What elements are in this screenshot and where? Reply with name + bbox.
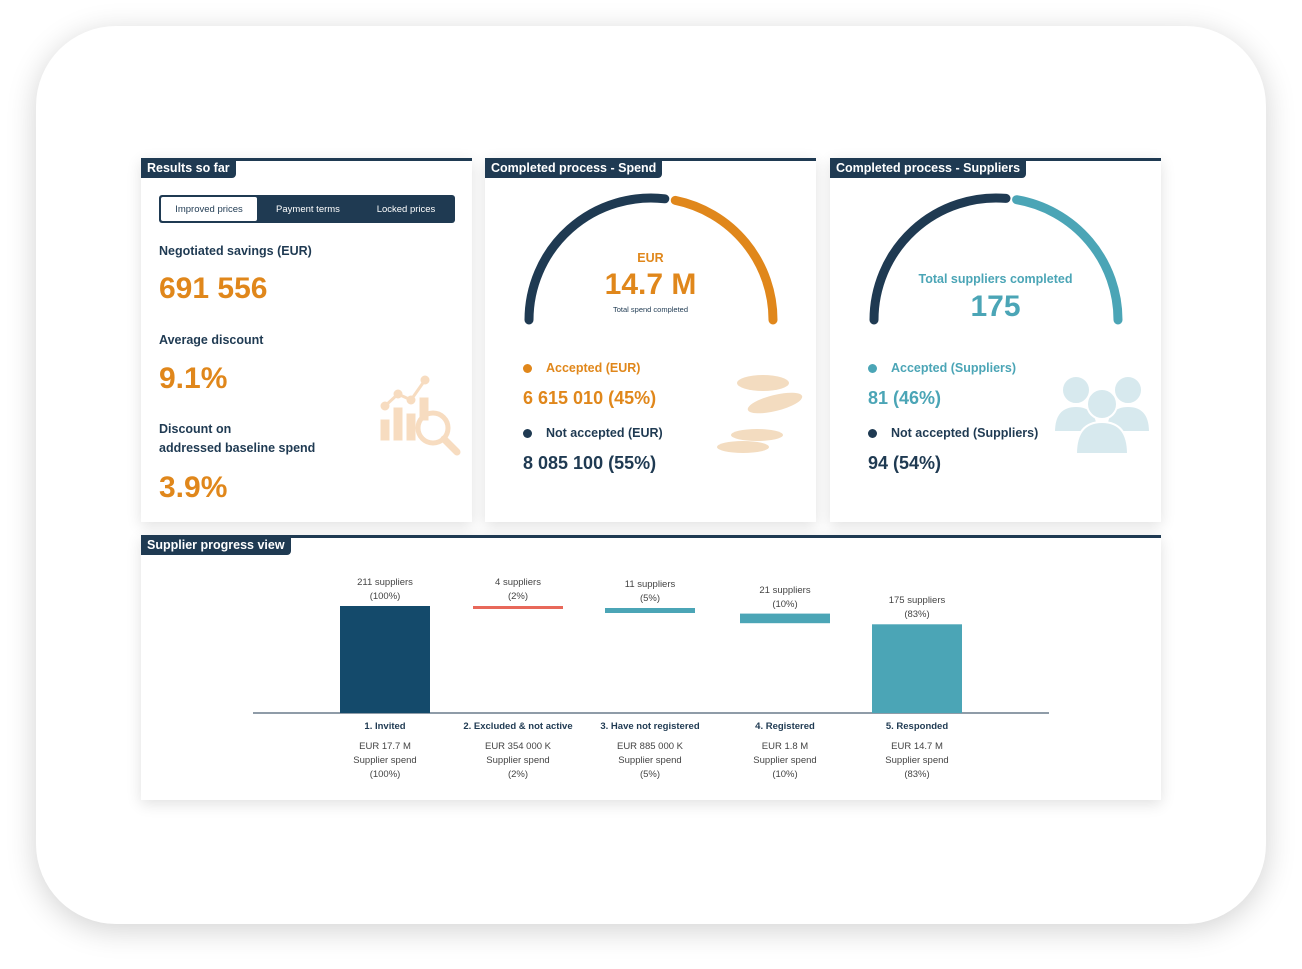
supplier-percent: (10%) [772,598,798,610]
supplier-count: 21 suppliers [759,584,811,596]
spend-unit: EUR [637,251,664,265]
savings-value: 691 556 [159,272,268,305]
spend-label-line: EUR 885 000 K [616,741,683,752]
results-tab-label: Results so far [141,158,236,178]
progress-bar-2 [473,606,563,609]
results-segmented-control: Improved prices Payment terms Locked pri… [159,195,455,223]
suppliers-not-accepted-label: Not accepted (Suppliers) [891,426,1039,440]
suppliers-tab-label: Completed process - Suppliers [830,158,1027,178]
spend-gauge-not-accepted-arc [524,193,670,325]
spend-label-line: Supplier spend [618,755,682,766]
spend-label-line: (83%) [904,769,930,780]
spend-label-line: Supplier spend [353,755,417,766]
progress-tab-label: Supplier progress view [141,535,291,555]
progress-bar-4 [740,613,830,624]
category-label: 1. Invited [364,721,406,732]
supplier-percent: (100%) [369,591,401,602]
spend-not-accepted-value: 8 085 100 (55%) [523,453,657,473]
accepted-dot-icon [868,364,877,374]
progress-card: Supplier progress view 211 suppliers (100… [141,535,1161,800]
spend-card: Completed process - Spend EUR 14.7 M Tot… [485,158,816,522]
spend-label-line: EUR 1.8 M [761,741,809,752]
spend-label-line: (5%) [639,769,661,780]
not-accepted-dot-icon [868,429,877,439]
supplier-count: 11 suppliers [624,579,676,591]
spend-gauge-accepted-arc [670,195,778,325]
suppliers-not-accepted-value: 94 (54%) [868,453,942,473]
spend-accepted-legend: Accepted (EUR) [523,361,640,375]
spend-label: EUR 1.8 M Supplier spend (10%) [725,740,845,782]
savings-label: Negotiated savings (EUR) [159,244,312,258]
baseline-label-line1: Discount on [159,422,232,436]
spend-label: EUR 14.7 M Supplier spend (83%) [857,740,977,782]
segment-locked-prices[interactable]: Locked prices [376,203,436,215]
spend-label-line: Supplier spend [885,755,949,766]
spend-accepted-value: 6 615 010 (45%) [523,388,657,408]
spend-tab-label: Completed process - Spend [485,158,663,178]
suppliers-accepted-value: 81 (46%) [868,388,942,408]
category-label: 2. Excluded & not active [463,721,573,732]
category-label: 3. Have not registered [600,721,700,732]
spend-label-line: (2%) [507,769,529,780]
spend-label: EUR 17.7 M Supplier spend (100%) [325,740,445,782]
supplier-percent: (5%) [639,593,661,605]
progress-chart [253,606,1049,714]
spend-label-line: EUR 354 000 K [484,741,551,752]
suppliers-accepted-legend: Accepted (Suppliers) [868,361,1016,375]
supplier-count: 175 suppliers [888,595,946,607]
progress-bar-1 [340,606,430,713]
discount-label: Average discount [159,333,264,347]
suppliers-accepted-label: Accepted (Suppliers) [891,361,1017,375]
bar-count-label: 11 suppliers (5%) [590,578,710,606]
category-label: 4. Registered [755,721,815,732]
suppliers-gauge [869,193,1123,325]
not-accepted-dot-icon [523,429,532,439]
baseline-label-line2: addressed baseline spend [159,441,316,455]
spend-label-line: (100%) [369,769,401,780]
suppliers-total: 175 [970,290,1021,323]
analytics-search-icon [380,375,461,456]
spend-not-accepted-legend: Not accepted (EUR) [523,426,663,440]
suppliers-gauge-not-accepted-arc [869,193,1011,325]
supplier-count: 211 suppliers [357,577,413,588]
spend-gauge [524,193,778,325]
bar-count-label: 4 suppliers (2%) [458,576,578,604]
suppliers-caption: Total suppliers completed [918,272,1073,286]
category-label: 5. Responded [885,721,949,732]
accepted-dot-icon [523,364,532,374]
spend-label-line: (10%) [772,769,798,780]
segment-improved-prices[interactable]: Improved prices [161,197,257,221]
supplier-percent: (2%) [507,591,529,602]
spend-label: EUR 885 000 K Supplier spend (5%) [590,740,710,782]
baseline-value: 3.9% [159,471,228,504]
progress-bar-3 [605,608,695,613]
bar-count-label: 211 suppliers (100%) [325,576,445,604]
segment-payment-terms[interactable]: Payment terms [276,203,340,215]
spend-not-accepted-label: Not accepted (EUR) [546,426,663,440]
progress-bar-5 [872,624,962,713]
spend-label-line: EUR 17.7 M [359,741,411,752]
spend-label: EUR 354 000 K Supplier spend (2%) [458,740,578,782]
spend-accepted-label: Accepted (EUR) [546,361,641,375]
supplier-percent: (83%) [904,609,930,621]
spend-total-caption: Total spend completed [612,305,689,314]
bar-count-label: 175 suppliers (83%) [857,594,977,622]
coins-icon [717,375,803,453]
spend-total: 14.7 M [604,268,697,301]
spend-label-line: Supplier spend [486,755,550,766]
spend-label-line: Supplier spend [753,755,817,766]
supplier-count: 4 suppliers [495,577,541,588]
people-group-icon [1054,375,1150,455]
discount-value: 9.1% [159,362,228,395]
results-card: Results so far Improved prices Payment t… [141,158,472,522]
suppliers-not-accepted-legend: Not accepted (Suppliers) [868,426,1038,440]
suppliers-gauge-accepted-arc [1012,195,1123,325]
suppliers-card: Completed process - Suppliers Total supp… [830,158,1161,522]
spend-label-line: EUR 14.7 M [891,741,943,752]
bar-count-label: 21 suppliers (10%) [725,584,845,612]
